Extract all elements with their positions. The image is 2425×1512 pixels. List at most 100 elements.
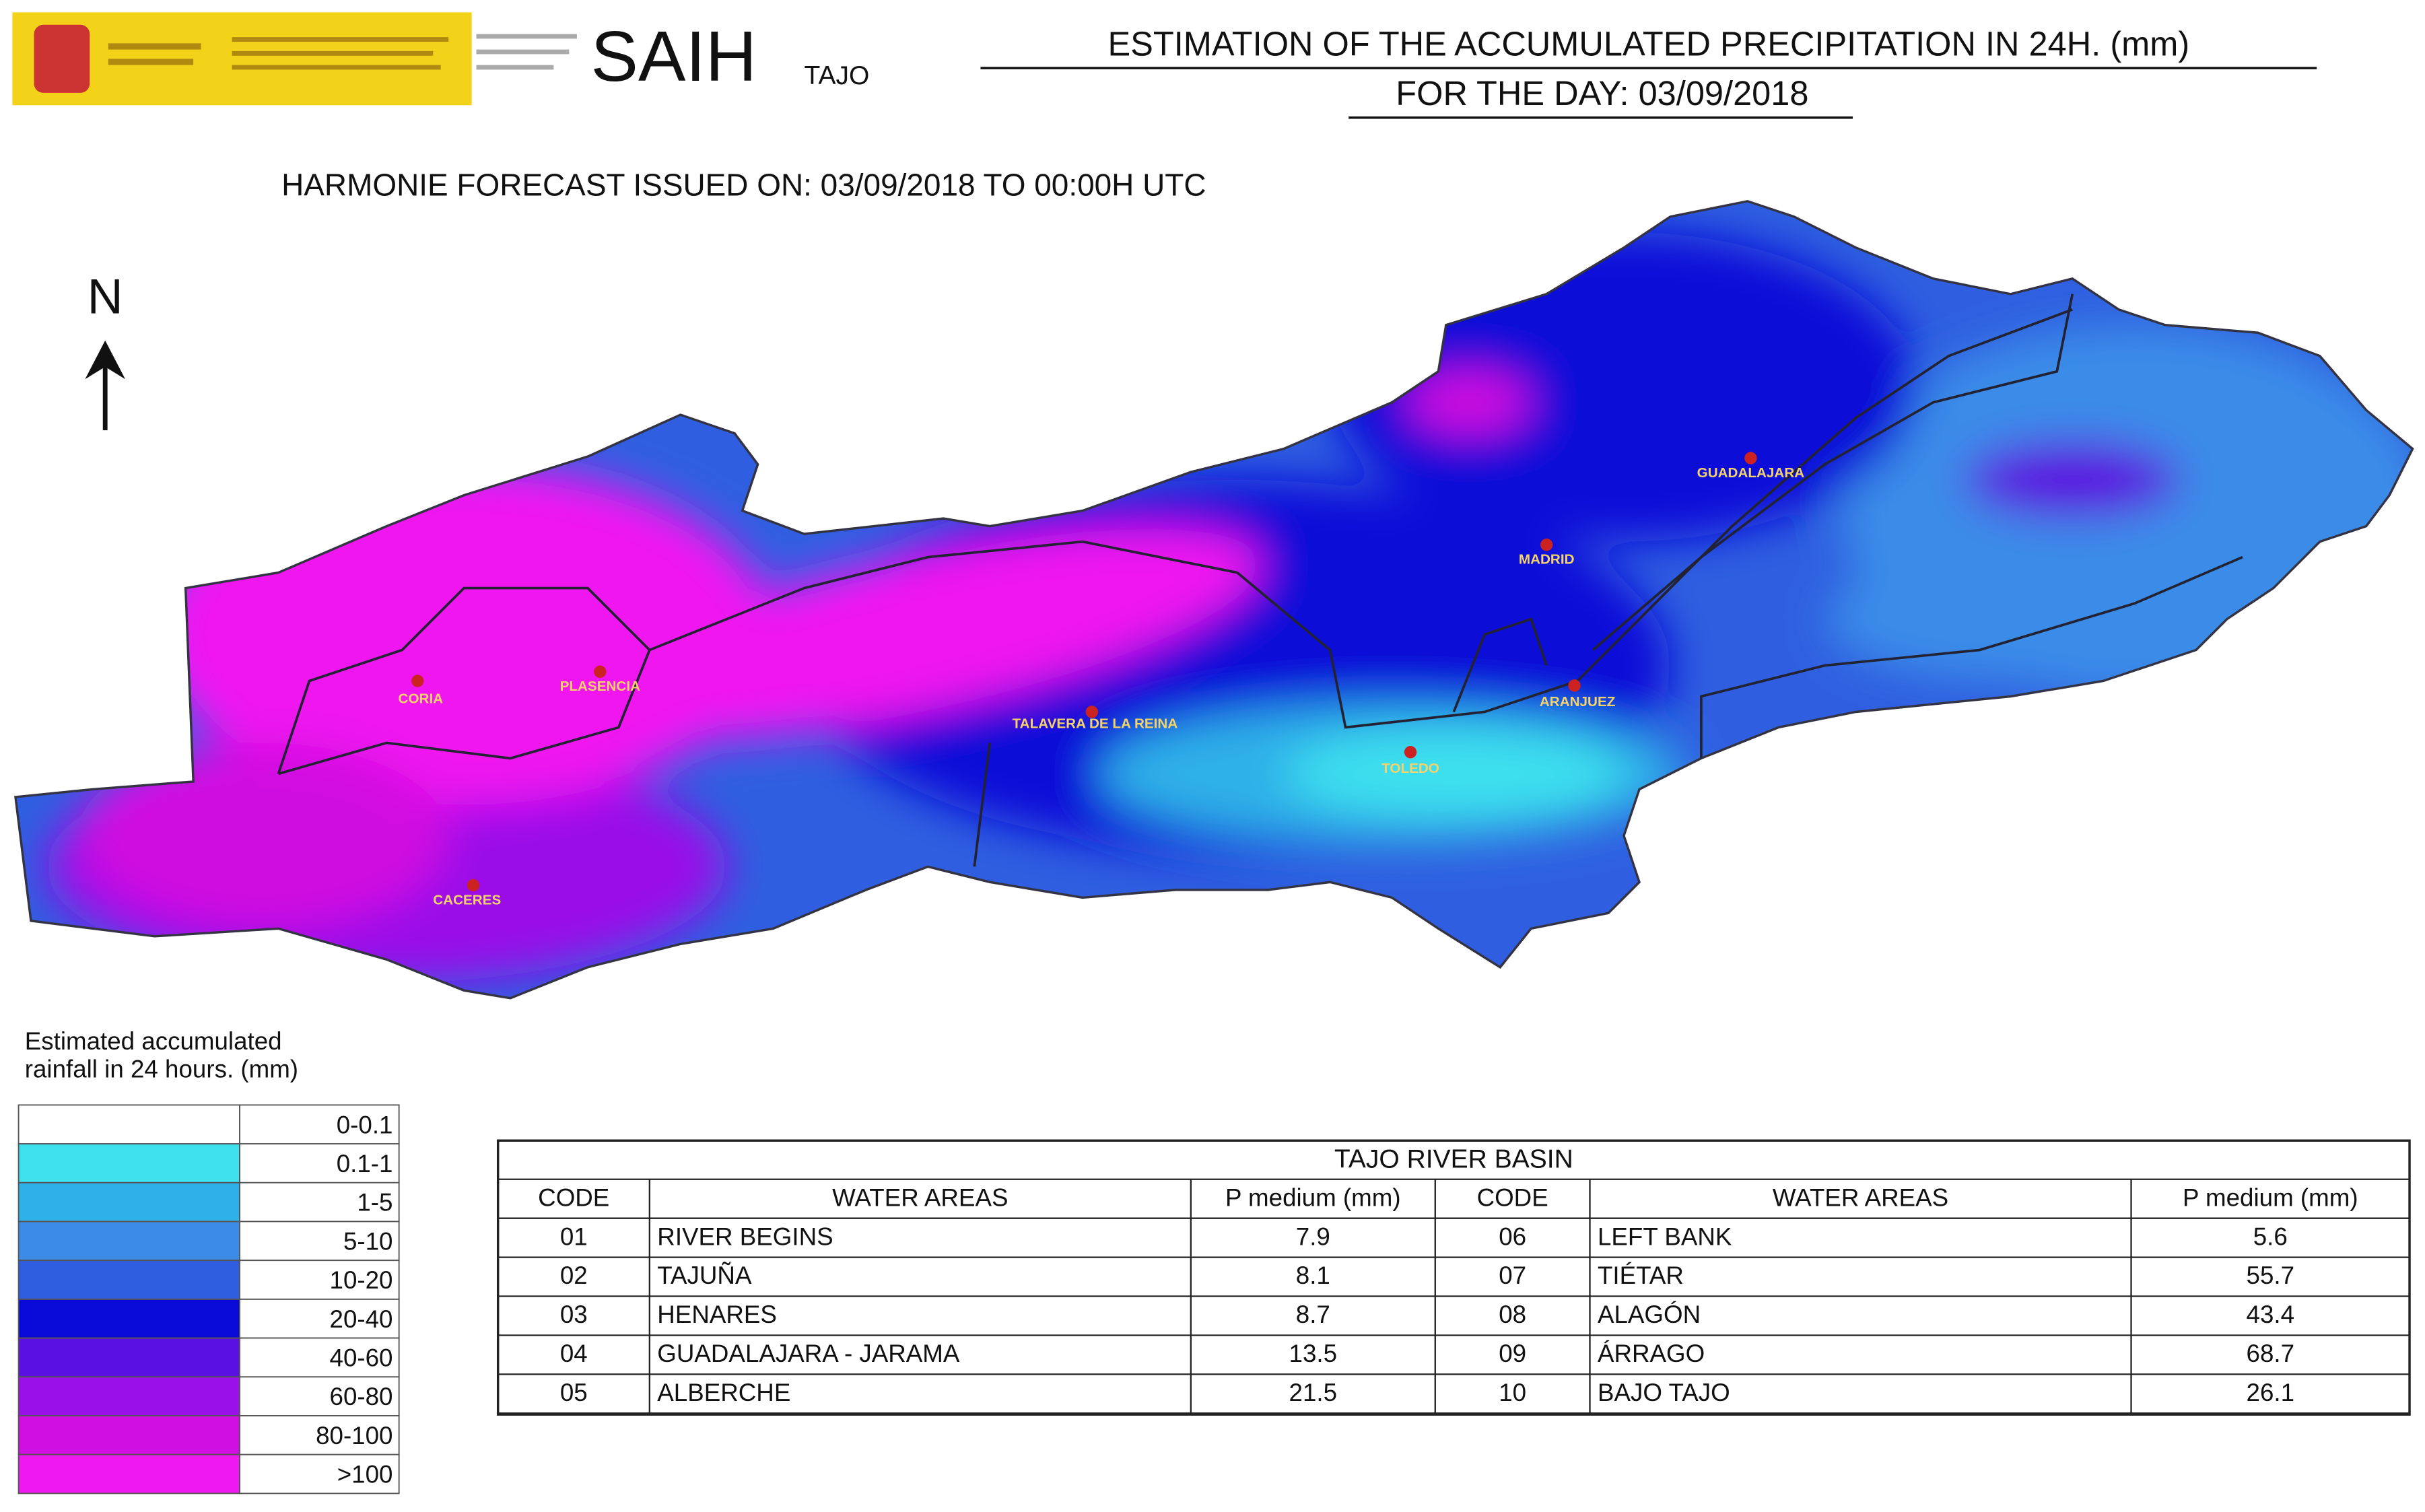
legend-swatch: [18, 1376, 240, 1416]
table-cell: 7.9: [1296, 1223, 1330, 1250]
city-dot: [1404, 746, 1417, 759]
legend-title: rainfall in 24 hours. (mm): [25, 1056, 298, 1083]
rain-zone: [1283, 730, 1625, 817]
legend-label: >100: [337, 1461, 393, 1488]
sub-basin-boundary: [1700, 555, 2243, 759]
table-cell: RIVER BEGINS: [657, 1223, 833, 1250]
legend-title: Estimated accumulated: [25, 1027, 282, 1055]
table-cell: TAJUÑA: [657, 1262, 752, 1289]
table-cell: ALAGÓN: [1598, 1301, 1701, 1328]
legend-label: 20-40: [330, 1305, 393, 1333]
city-label: TALAVERA DE LA REINA: [1013, 716, 1178, 731]
column-header: P medium (mm): [2183, 1183, 2358, 1211]
legend-label-cell: [239, 1181, 400, 1223]
city-dot: [1540, 539, 1553, 551]
table-cell: 68.7: [2247, 1340, 2295, 1367]
city-label: MADRID: [1519, 552, 1575, 568]
legend-label: 80-100: [316, 1422, 392, 1449]
city-dot: [1085, 706, 1099, 718]
legend-label: 0.1-1: [337, 1150, 393, 1177]
city-label: PLASENCIA: [560, 679, 640, 694]
table-cell: ÁRRAGO: [1598, 1340, 1705, 1367]
legend-label: 5-10: [343, 1227, 393, 1255]
city-dot: [467, 879, 480, 892]
table-cell: 8.1: [1296, 1262, 1330, 1289]
column-header: CODE: [538, 1183, 609, 1211]
column-header: P medium (mm): [1225, 1183, 1401, 1211]
legend-label: 40-60: [330, 1344, 393, 1371]
sub-basin-boundary: [1452, 617, 1548, 713]
table-cell: 07: [1499, 1262, 1526, 1289]
logo: SAIH TAJO: [12, 12, 870, 106]
table-cell: GUADALAJARA - JARAMA: [657, 1340, 960, 1367]
table-cell: BAJO TAJO: [1598, 1379, 1730, 1406]
legend-swatch: [18, 1143, 240, 1183]
legend-label: 10-20: [330, 1266, 393, 1294]
sub-basin-boundary: [277, 649, 651, 776]
legend-label-cell: [239, 1453, 400, 1494]
legend-label-cell: [239, 1221, 400, 1262]
table-cell: 08: [1499, 1301, 1526, 1328]
table-cell: 8.7: [1296, 1301, 1330, 1328]
legend-swatch: [18, 1298, 240, 1339]
table-cell: 02: [560, 1262, 588, 1289]
table-cell: 43.4: [2247, 1301, 2295, 1328]
sub-basin-boundary: [1236, 572, 1578, 729]
table-cell: 05: [560, 1379, 588, 1406]
logo-sub: TAJO: [805, 61, 870, 90]
city-dot: [1568, 679, 1581, 692]
table-cell: 10: [1499, 1379, 1526, 1406]
subtitle: FOR THE DAY: 03/09/2018: [1396, 74, 1808, 112]
legend-swatch: [18, 1453, 240, 1494]
column-header: WATER AREAS: [832, 1183, 1008, 1211]
table-cell: 21.5: [1289, 1379, 1338, 1406]
legend-label: 0-0.1: [337, 1111, 393, 1138]
table-title: TAJO RIVER BASIN: [1334, 1144, 1573, 1173]
column-header: CODE: [1477, 1183, 1548, 1211]
legend-label-cell: [239, 1143, 400, 1183]
sub-basin-boundary: [973, 743, 992, 867]
table-cell: 03: [560, 1301, 588, 1328]
table: TAJO RIVER BASIN CODE WATER AREAS P medium …: [496, 1139, 2411, 1416]
city-dot: [1744, 452, 1757, 465]
rain-zone: [1964, 441, 2181, 519]
rain-field: [15, 201, 2413, 998]
legend-swatch: [18, 1181, 240, 1223]
table-cell: LEFT BANK: [1598, 1223, 1732, 1250]
legend-swatch: [18, 1260, 240, 1300]
legend-label: 60-80: [330, 1383, 393, 1410]
table-frame: [496, 1139, 2411, 1416]
legend-swatch: [18, 1415, 240, 1455]
legend-label-cell: [239, 1104, 400, 1145]
table-cell: 26.1: [2247, 1379, 2295, 1406]
rain-zone: [1407, 371, 1532, 434]
city-label: TOLEDO: [1381, 761, 1439, 776]
legend-swatch: [18, 1104, 240, 1145]
logo-name: SAIH: [591, 17, 757, 96]
title: ESTIMATION OF THE ACCUMULATED PRECIPITAT…: [1107, 24, 2189, 63]
table-cell: 5.6: [2253, 1223, 2288, 1250]
legend-label-cell: [239, 1260, 400, 1300]
city-label: CACERES: [433, 892, 501, 907]
rain-zone: [563, 528, 1261, 741]
rain-zone: [77, 743, 449, 929]
table-cell: HENARES: [657, 1301, 777, 1328]
table-cell: TIÉTAR: [1598, 1262, 1684, 1289]
city-label: GUADALAJARA: [1697, 465, 1805, 481]
rain-zone: [1824, 557, 2197, 681]
map: CORIA PLASENCIA TALAVERA DE LA REINA TOLEDO…: [14, 200, 2414, 1000]
table-cell: 01: [560, 1223, 588, 1250]
north-label: N: [88, 268, 123, 324]
column-header: WATER AREAS: [1773, 1183, 1948, 1211]
table-cell: ALBERCHE: [657, 1379, 790, 1406]
city-label: ARANJUEZ: [1540, 694, 1616, 710]
table-cell: 55.7: [2247, 1262, 2295, 1289]
city-dot: [594, 665, 607, 678]
city-label: CORIA: [399, 691, 444, 707]
forecast-info: HARMONIE FORECAST ISSUED ON: 03/09/2018 …: [281, 167, 1206, 202]
legend-label: 1-5: [357, 1189, 392, 1216]
legend-swatch: [18, 1337, 240, 1378]
